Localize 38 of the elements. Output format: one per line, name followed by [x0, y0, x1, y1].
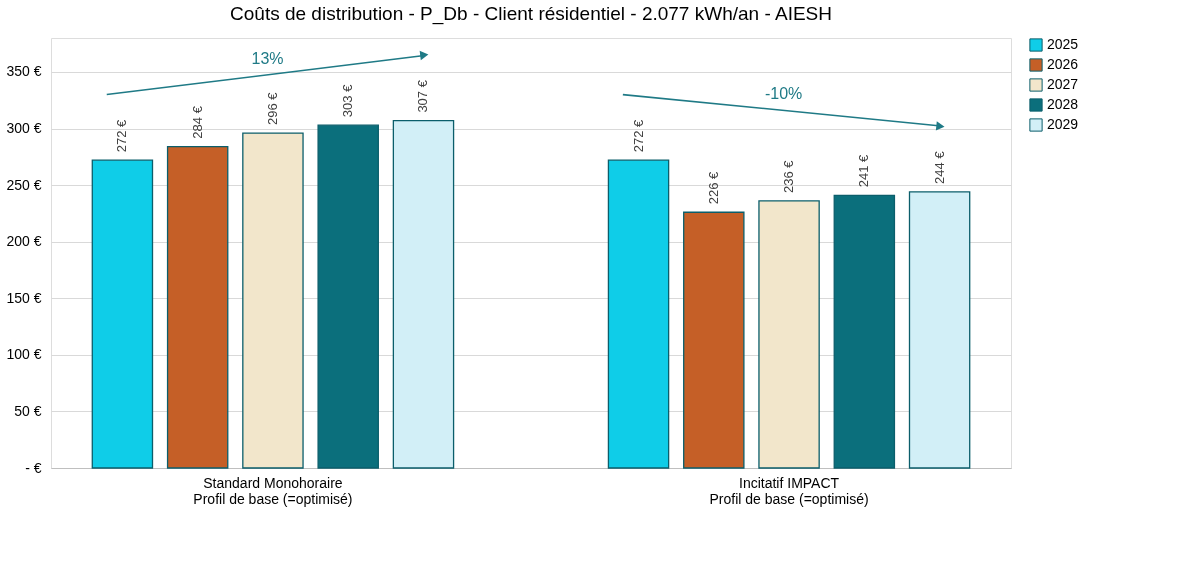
bar	[317, 124, 379, 469]
data-label: 244 €	[931, 150, 947, 184]
data-label: 272 €	[114, 118, 130, 153]
data-label: 226 €	[705, 170, 721, 205]
bar	[908, 191, 971, 469]
data-label: 284 €	[189, 105, 205, 139]
data-label: 272 €	[630, 118, 646, 153]
bar	[833, 194, 896, 469]
data-label: 303 €	[340, 83, 356, 118]
x-tick-label: Standard Monohoraire Profil de base (=optimisé)	[193, 474, 353, 507]
bar	[392, 119, 455, 469]
chart-title: Coûts de distribution - P_Db - Client résidentiel - 2.077 kWh/an - AIESH	[230, 3, 832, 25]
data-label: 241 €	[856, 153, 872, 188]
x-tick-label: Incitatif IMPACT Profil de base (=optimisé)	[709, 474, 869, 507]
annotation: -10%	[764, 85, 803, 103]
bar	[758, 200, 820, 469]
data-label: 296 €	[264, 91, 280, 126]
y-tick-label: - €	[25, 459, 42, 476]
legend-label: 2025	[1047, 36, 1079, 52]
legend-label: 2028	[1047, 96, 1079, 112]
legend-label: 2027	[1047, 76, 1079, 92]
bar	[166, 145, 229, 469]
y-tick-label: 200 €	[6, 233, 42, 250]
bar	[607, 159, 670, 469]
legend-label: 2026	[1047, 56, 1079, 72]
y-tick-label: 250 €	[6, 176, 42, 193]
data-label: 307 €	[415, 79, 431, 113]
bar	[683, 211, 745, 469]
y-tick-label: 350 €	[6, 63, 42, 80]
y-tick-label: 50 €	[14, 402, 42, 419]
legend-label: 2029	[1047, 116, 1079, 132]
y-tick-label: 150 €	[6, 289, 42, 306]
y-tick-label: 100 €	[6, 346, 42, 363]
bar	[91, 159, 154, 469]
bar	[242, 132, 304, 469]
y-tick-label: 300 €	[6, 120, 42, 137]
annotation: 13%	[251, 49, 284, 67]
data-label: 236 €	[781, 159, 797, 193]
